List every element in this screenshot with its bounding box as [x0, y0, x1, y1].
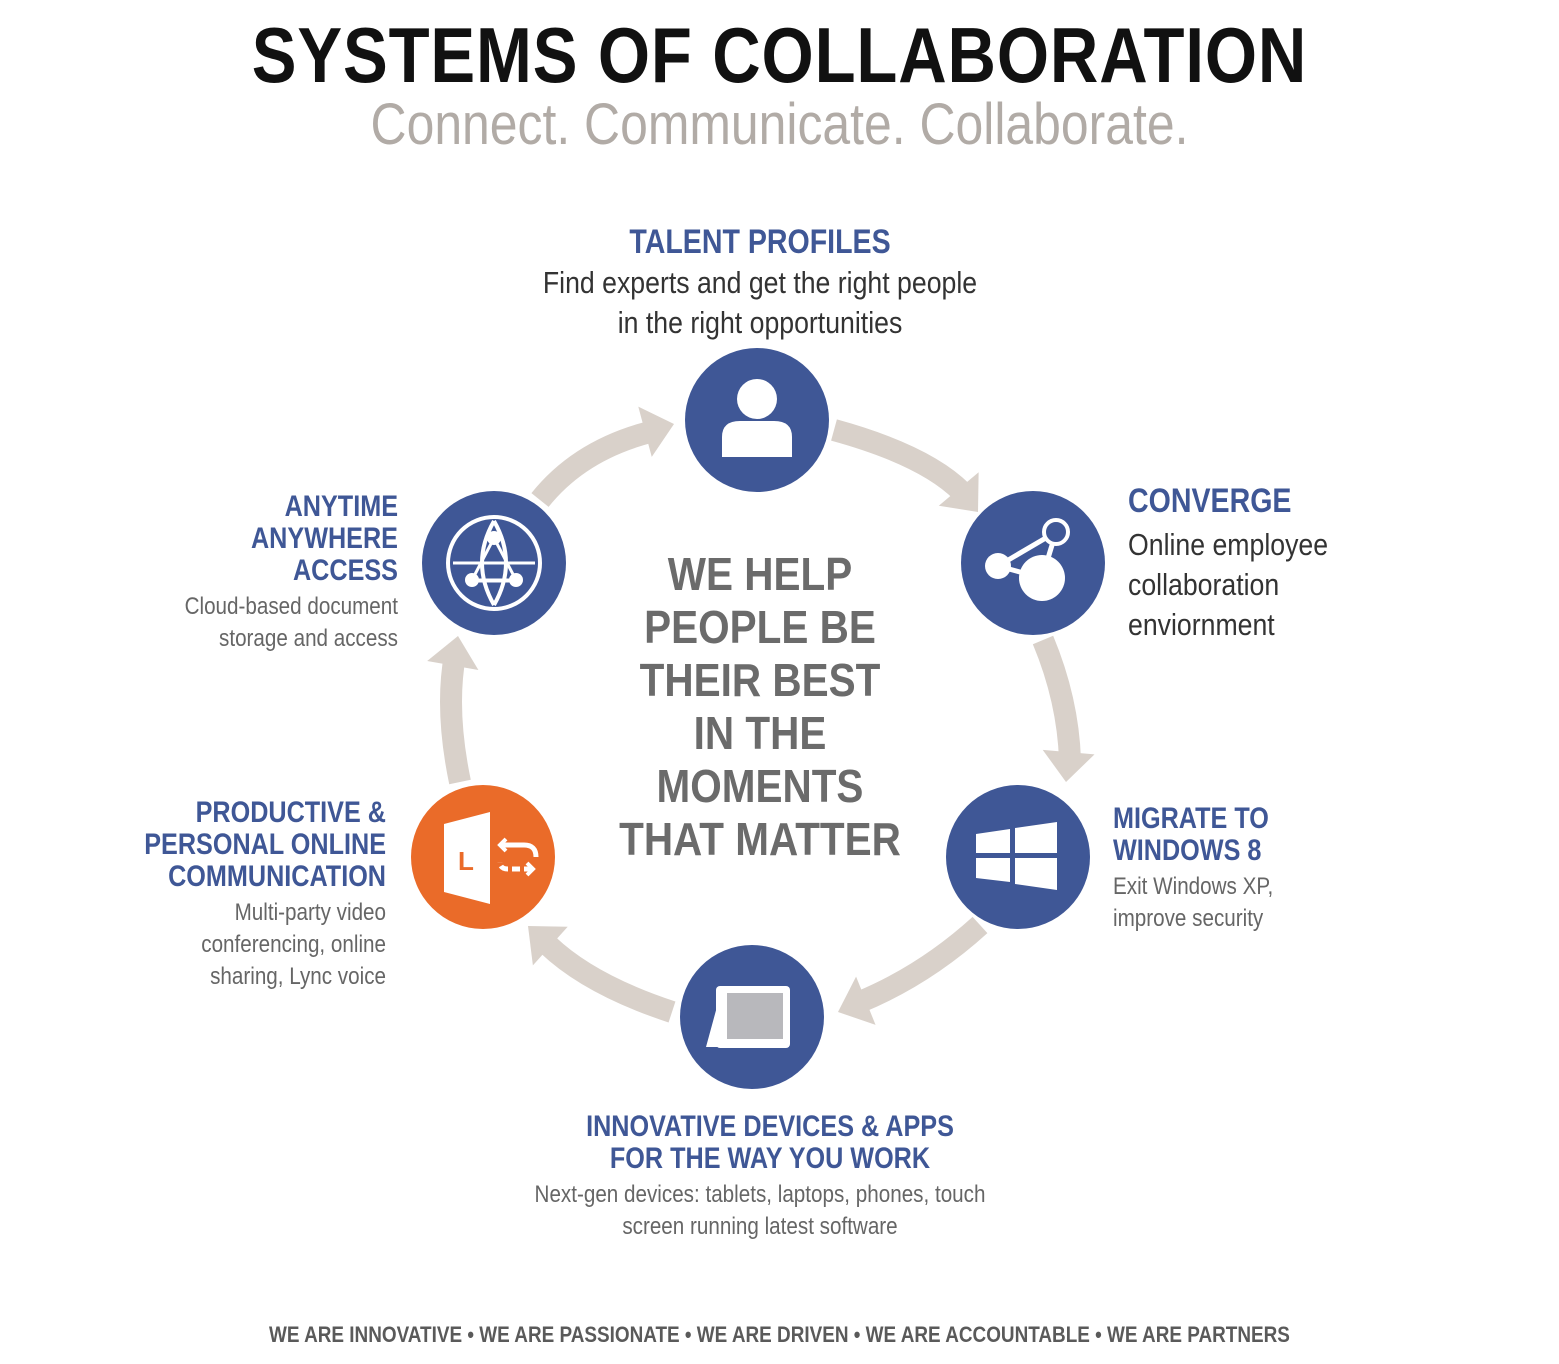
- talent-profiles-node: [685, 348, 829, 492]
- share-network-icon: [985, 518, 1070, 601]
- description-line: in the right opportunities: [617, 305, 903, 340]
- cycle-arrow-1: [831, 419, 970, 500]
- cycle-arrowhead-4: [528, 926, 568, 966]
- cycle-arrowhead-5: [427, 636, 479, 671]
- heading-line: MIGRATE TO: [1113, 802, 1269, 835]
- lync-icon: L: [444, 812, 539, 904]
- cycle-arrowhead-2: [1042, 749, 1095, 782]
- lync-letter: L: [458, 846, 474, 876]
- devices-node: [680, 945, 824, 1089]
- windows-heading: MIGRATE TO WINDOWS 8: [1113, 803, 1449, 867]
- cycle-arrow-5: [440, 653, 471, 785]
- cycle-arrow-2: [1032, 635, 1081, 761]
- center-message: WE HELP PEOPLE BE THEIR BEST IN THE MOME…: [584, 548, 936, 866]
- lync-description: Multi-party video conferencing, online s…: [88, 897, 386, 993]
- center-line: IN THE: [693, 707, 827, 759]
- description-line: collaboration: [1128, 567, 1280, 602]
- windows-description: Exit Windows XP, improve security: [1113, 871, 1457, 935]
- center-line: THEIR BEST: [639, 654, 881, 706]
- footer-values: WE ARE INNOVATIVE • WE ARE PASSIONATE • …: [269, 1322, 1290, 1347]
- windows-circle: [946, 785, 1090, 929]
- heading-line: PRODUCTIVE &: [195, 796, 386, 829]
- heading-line: TALENT PROFILES: [629, 223, 891, 261]
- access-heading: ANYTIME ANYWHERE ACCESS: [106, 491, 398, 587]
- heading-line: ACCESS: [292, 554, 398, 587]
- page-title: SYSTEMS OF COLLABORATION: [251, 11, 1308, 99]
- heading-line: FOR THE WAY YOU WORK: [609, 1142, 931, 1175]
- devices-heading: INNOVATIVE DEVICES & APPS FOR THE WAY YO…: [468, 1111, 1073, 1175]
- heading-line: COMMUNICATION: [168, 860, 386, 893]
- center-line: PEOPLE BE: [644, 601, 876, 653]
- description-line: Next-gen devices: tablets, laptops, phon…: [534, 1181, 986, 1208]
- heading-line: INNOVATIVE DEVICES & APPS: [586, 1110, 954, 1143]
- person-icon: [722, 379, 792, 457]
- description-line: enviornment: [1128, 607, 1275, 642]
- center-line: MOMENTS: [656, 760, 864, 812]
- heading-line: CONVERGE: [1128, 482, 1292, 520]
- heading-line: ANYWHERE: [250, 522, 398, 555]
- cycle-arrowhead-1: [938, 472, 979, 512]
- center-line: WE HELP: [667, 548, 853, 600]
- description-line: sharing, Lync voice: [210, 963, 386, 990]
- page-subtitle: Connect. Communicate. Collaborate.: [370, 92, 1189, 157]
- description-line: screen running latest software: [622, 1213, 898, 1240]
- cycle-arrowhead-6: [638, 406, 674, 457]
- windows-logo-icon: [976, 822, 1057, 890]
- description-line: Find experts and get the right people: [542, 265, 978, 300]
- globe-network-icon: [446, 515, 542, 611]
- windows-node: [946, 785, 1090, 929]
- lync-node: L: [411, 785, 555, 929]
- tablet-icon: [706, 986, 790, 1048]
- description-line: Online employee: [1128, 527, 1329, 562]
- center-line: THAT MATTER: [619, 813, 901, 865]
- access-node: [422, 491, 566, 635]
- cycle-arrow-4: [540, 936, 676, 1023]
- lync-heading: PRODUCTIVE & PERSONAL ONLINE COMMUNICATI…: [95, 797, 386, 893]
- access-description: Cloud-based document storage and access: [99, 591, 398, 655]
- description-line: improve security: [1113, 905, 1264, 932]
- description-line: Multi-party video: [234, 899, 386, 926]
- cycle-arrowhead-3: [838, 976, 876, 1025]
- cycle-arrow-6: [531, 421, 653, 508]
- heading-line: WINDOWS 8: [1113, 834, 1262, 867]
- description-line: Cloud-based document: [184, 593, 398, 620]
- talent-profiles-circle: [685, 348, 829, 492]
- cycle-arrows: [427, 406, 1095, 1025]
- converge-node: [961, 491, 1105, 635]
- cycle-arrow-3: [855, 916, 988, 1013]
- heading-line: ANYTIME: [284, 490, 398, 523]
- heading-line: PERSONAL ONLINE: [144, 828, 386, 861]
- description-line: storage and access: [219, 625, 398, 652]
- description-line: Exit Windows XP,: [1113, 873, 1274, 900]
- devices-description: Next-gen devices: tablets, laptops, phon…: [416, 1179, 1104, 1243]
- converge-heading: CONVERGE: [1128, 482, 1464, 520]
- talent-profiles-heading: TALENT PROFILES: [542, 223, 979, 261]
- description-line: conferencing, online: [201, 931, 386, 958]
- converge-description: Online employee collaboration enviornmen…: [1128, 525, 1472, 645]
- talent-profiles-description: Find experts and get the right people in…: [450, 263, 1069, 343]
